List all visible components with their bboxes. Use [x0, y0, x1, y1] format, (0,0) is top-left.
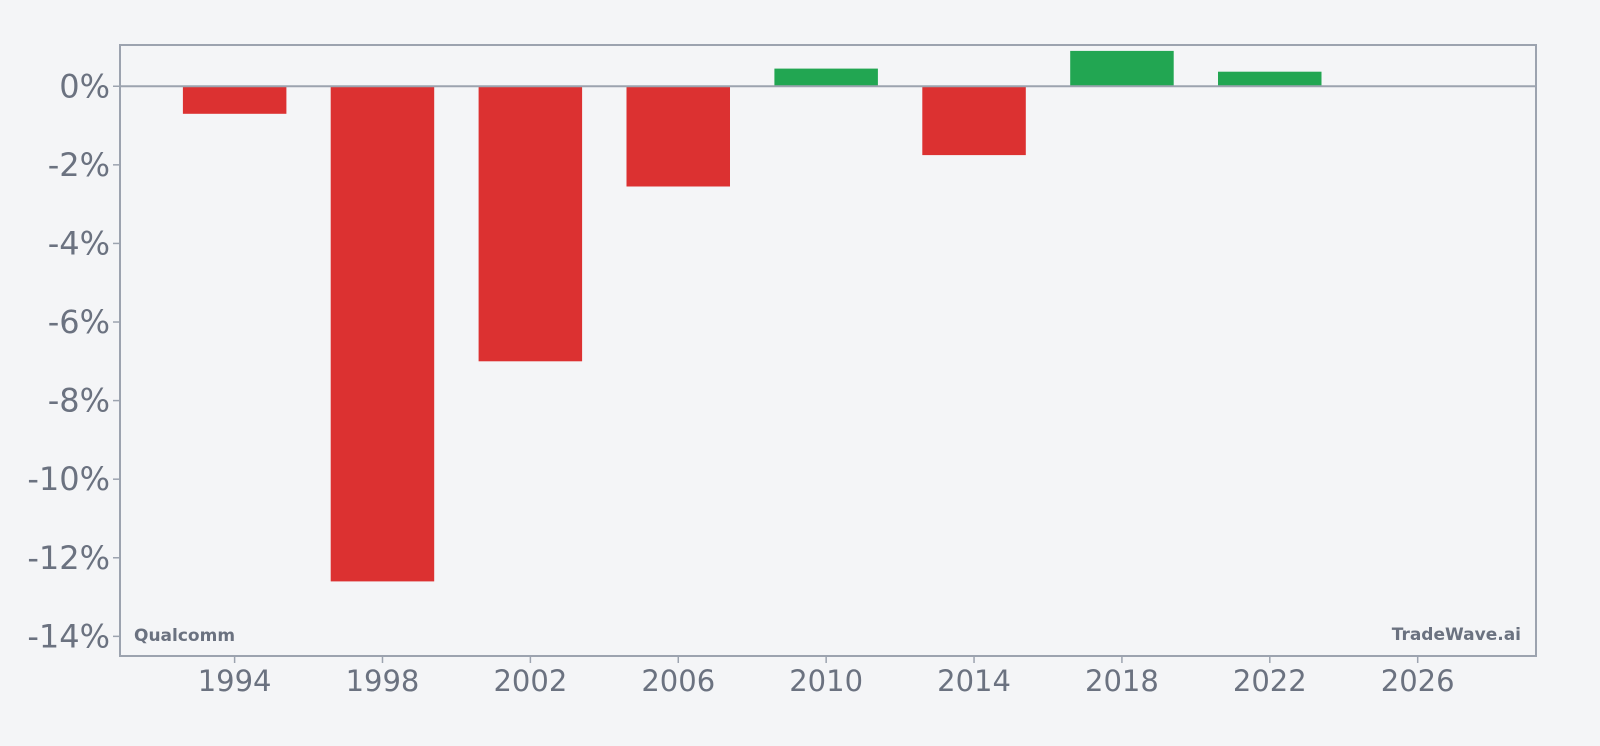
x-tick-label: 2018	[1085, 664, 1159, 698]
x-tick-label: 2022	[1233, 664, 1307, 698]
x-tick-label: 2010	[789, 664, 863, 698]
bar-2002	[478, 86, 583, 362]
x-tick-label: 2002	[493, 664, 567, 698]
y-axis-ticks: 0% -2% -4% -6% -8% -10% -12% -14%	[27, 67, 120, 655]
y-tick-label: -14%	[27, 617, 110, 655]
y-tick-label: 0%	[59, 67, 110, 105]
y-tick-label: -10%	[27, 460, 110, 498]
bar-2022	[1218, 71, 1322, 87]
x-tick-label: 1998	[346, 664, 420, 698]
bar-1994	[182, 86, 287, 114]
bar-2010	[774, 68, 878, 87]
x-tick-label: 2014	[937, 664, 1011, 698]
y-tick-label: -6%	[48, 303, 110, 341]
y-tick-label: -8%	[48, 382, 110, 420]
plot-frame	[119, 44, 1537, 657]
x-tick-label: 2006	[641, 664, 715, 698]
bar-1998	[330, 86, 435, 582]
bar-2018	[1070, 50, 1174, 87]
y-tick-label: -2%	[48, 146, 110, 184]
bar-2014	[922, 86, 1026, 156]
x-axis-ticks: 1994 1998 2002 2006 2010 2014 2018 2022 2026	[198, 656, 1455, 698]
bar-2006	[626, 86, 730, 187]
y-tick-label: -12%	[27, 539, 110, 577]
bars-group	[182, 50, 1322, 582]
x-tick-label: 1994	[198, 664, 272, 698]
brand-watermark: TradeWave.ai	[1392, 625, 1521, 645]
y-tick-label: -4%	[48, 224, 110, 262]
x-tick-label: 2026	[1381, 664, 1455, 698]
company-watermark: Qualcomm	[134, 626, 235, 646]
